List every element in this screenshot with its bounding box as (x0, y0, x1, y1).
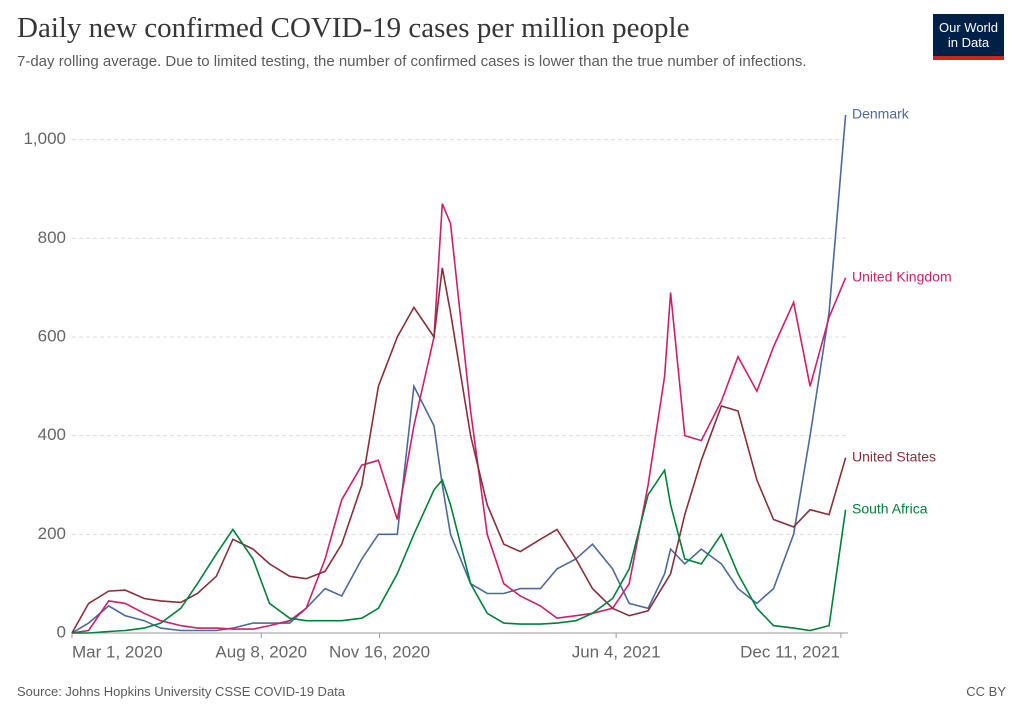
series-line (71, 267, 847, 634)
y-tick-label: 1,000 (23, 129, 66, 148)
y-tick-label: 200 (38, 524, 66, 543)
series-line (71, 203, 847, 634)
logo-line: Our World (939, 20, 998, 35)
y-tick-label: 0 (57, 622, 66, 641)
legend-label: South Africa (852, 500, 928, 516)
legend-label: United Kingdom (852, 268, 952, 284)
series-line (71, 114, 847, 634)
x-tick-label: Jun 4, 2021 (572, 642, 661, 661)
x-tick-label: Dec 11, 2021 (740, 642, 840, 661)
y-tick-label: 400 (38, 425, 66, 444)
license[interactable]: CC BY (966, 684, 1006, 699)
logo-line: in Data (947, 35, 990, 50)
logo[interactable]: Our World in Data (933, 14, 1004, 60)
x-tick-label: Nov 16, 2020 (329, 642, 430, 661)
x-tick-label: Mar 1, 2020 (72, 642, 163, 661)
y-tick-label: 600 (38, 326, 66, 345)
y-tick-label: 800 (38, 228, 66, 247)
chart-title: Daily new confirmed COVID-19 cases per m… (17, 12, 690, 44)
series-line (72, 468, 847, 634)
x-tick-label: Aug 8, 2020 (215, 642, 307, 661)
source[interactable]: Source: Johns Hopkins University CSSE CO… (17, 684, 346, 699)
legend-label: United States (852, 449, 936, 465)
chart-subtitle: 7-day rolling average. Due to limited te… (17, 53, 807, 70)
legend-label: Denmark (852, 106, 910, 122)
